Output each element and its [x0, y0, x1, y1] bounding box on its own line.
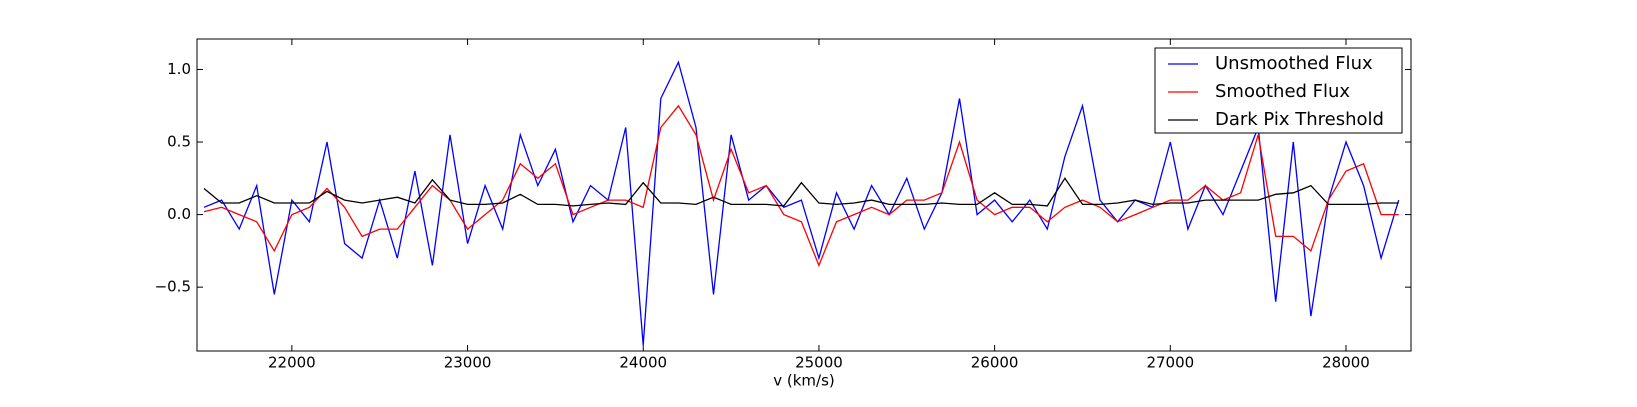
x-tick-label: 28000	[1322, 354, 1370, 372]
x-tick-label: 23000	[444, 354, 492, 372]
legend: Unsmoothed Flux Smoothed Flux Dark Pix Thr…	[1154, 47, 1403, 134]
x-tick-label: 22000	[268, 354, 316, 372]
legend-label: Unsmoothed Flux	[1215, 53, 1373, 74]
series-line	[203, 60, 1400, 346]
plot-frame	[196, 38, 1412, 352]
x-tick-label: 25000	[795, 354, 843, 372]
x-tick-label: 27000	[1146, 354, 1194, 372]
series-line	[203, 177, 1399, 207]
legend-frame	[1154, 47, 1403, 134]
plot-lines	[203, 60, 1400, 346]
y-tick-label: 0.5	[167, 133, 191, 151]
x-tick-label: 26000	[971, 354, 1019, 372]
x-tick-label: 24000	[619, 354, 667, 372]
series-line	[203, 104, 1399, 268]
y-tick-label: 0.0	[167, 205, 191, 223]
x-axis-label: v (km/s)	[773, 372, 835, 390]
y-tick-label: −0.5	[155, 278, 191, 296]
legend-label: Dark Pix Threshold	[1215, 109, 1384, 130]
legend-label: Smoothed Flux	[1215, 81, 1350, 102]
y-tick-label: 1.0	[167, 60, 191, 78]
